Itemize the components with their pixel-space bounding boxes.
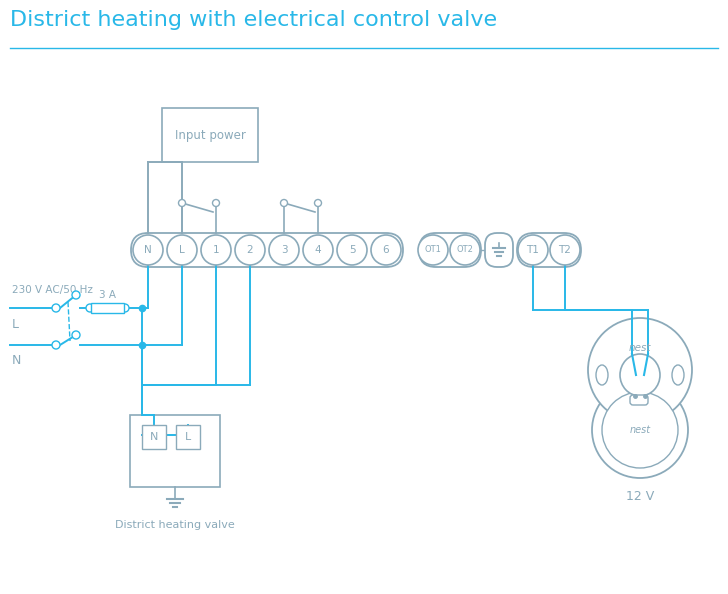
Circle shape [303, 235, 333, 265]
Circle shape [52, 341, 60, 349]
Text: nest: nest [629, 343, 652, 353]
Text: Input power: Input power [175, 128, 245, 141]
Text: L: L [12, 318, 19, 330]
Circle shape [235, 235, 265, 265]
Circle shape [602, 392, 678, 468]
Text: 6: 6 [383, 245, 389, 255]
Text: nest: nest [630, 425, 651, 435]
Text: 4: 4 [314, 245, 321, 255]
Ellipse shape [596, 365, 608, 385]
Circle shape [588, 318, 692, 422]
Text: 2: 2 [247, 245, 253, 255]
FancyBboxPatch shape [419, 233, 481, 267]
FancyBboxPatch shape [485, 233, 513, 267]
Text: District heating valve: District heating valve [115, 520, 235, 530]
Circle shape [72, 291, 80, 299]
Circle shape [201, 235, 231, 265]
Circle shape [450, 235, 480, 265]
Text: 3: 3 [281, 245, 288, 255]
Circle shape [178, 200, 186, 207]
Text: L: L [179, 245, 185, 255]
Circle shape [121, 304, 129, 312]
Ellipse shape [620, 354, 660, 396]
Circle shape [86, 304, 94, 312]
FancyBboxPatch shape [130, 415, 220, 487]
Circle shape [592, 382, 688, 478]
Text: 3 A: 3 A [99, 290, 116, 300]
Text: N: N [144, 245, 152, 255]
Circle shape [269, 235, 299, 265]
Text: L: L [185, 432, 191, 442]
Text: 5: 5 [349, 245, 355, 255]
Text: T1: T1 [526, 245, 539, 255]
Text: 1: 1 [213, 245, 219, 255]
FancyBboxPatch shape [517, 233, 581, 267]
Text: N: N [12, 355, 21, 368]
FancyBboxPatch shape [91, 303, 124, 313]
Circle shape [418, 235, 448, 265]
Text: District heating with electrical control valve: District heating with electrical control… [10, 10, 497, 30]
Circle shape [280, 200, 288, 207]
Circle shape [72, 331, 80, 339]
FancyBboxPatch shape [131, 233, 403, 267]
Circle shape [314, 200, 322, 207]
Circle shape [167, 235, 197, 265]
FancyBboxPatch shape [142, 425, 166, 449]
Circle shape [213, 200, 220, 207]
Circle shape [133, 235, 163, 265]
Text: OT1: OT1 [424, 245, 441, 254]
FancyBboxPatch shape [630, 395, 648, 405]
FancyBboxPatch shape [176, 425, 200, 449]
Text: 230 V AC/50 Hz: 230 V AC/50 Hz [12, 285, 93, 295]
Circle shape [371, 235, 401, 265]
Circle shape [52, 304, 60, 312]
Text: OT2: OT2 [456, 245, 473, 254]
Text: 12 V: 12 V [626, 489, 654, 503]
Circle shape [337, 235, 367, 265]
Text: N: N [150, 432, 158, 442]
FancyBboxPatch shape [162, 108, 258, 162]
Ellipse shape [672, 365, 684, 385]
Circle shape [550, 235, 580, 265]
Circle shape [518, 235, 548, 265]
Text: T2: T2 [558, 245, 571, 255]
